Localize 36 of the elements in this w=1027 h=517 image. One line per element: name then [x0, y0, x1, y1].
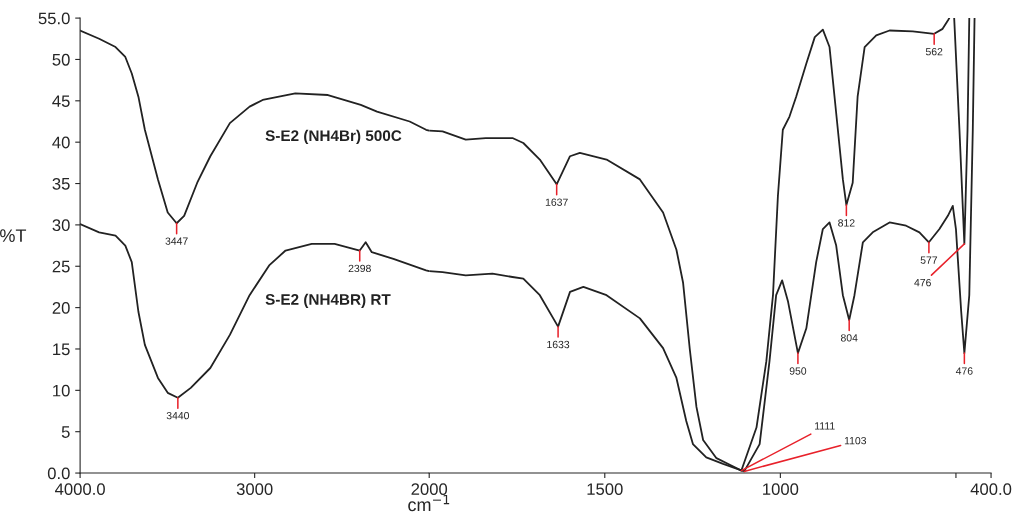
series-label: S-E2 (NH4Br) 500C [265, 129, 402, 145]
annotation: 562 [925, 47, 943, 56]
x-tick-label: 1500 [587, 483, 623, 496]
y-tick-label: 40 [52, 136, 70, 149]
y-tick-label: 10 [53, 384, 70, 397]
annotation: 950 [789, 367, 807, 375]
y-tick-label: 15 [53, 343, 70, 356]
y-tick-label: 5 [61, 426, 70, 438]
annotation: 577 [920, 256, 938, 264]
y-tick-label: 50 [52, 53, 70, 66]
x-tick-label: 2000 [411, 483, 448, 496]
annotation: 476 [955, 367, 973, 375]
x-tick-label: 1000 [763, 483, 799, 496]
annotation: 3447 [165, 237, 188, 245]
x-tick-label: 400.0 [970, 483, 1012, 496]
y-tick-label: 0.0 [47, 467, 70, 480]
y-tick-label: 30 [52, 219, 70, 232]
annotation: 476 [914, 278, 931, 287]
x-tick-label: 3000 [236, 483, 273, 496]
y-tick-label: 25 [52, 260, 70, 273]
annotation: 1637 [545, 198, 568, 206]
y-tick-label: 20 [52, 302, 70, 314]
y-tick-label: 45 [52, 95, 70, 108]
annotation: 1633 [547, 340, 570, 349]
x-tick-label: 4000.0 [55, 483, 105, 496]
annotation: 1111 [815, 422, 835, 430]
annotation: 3440 [166, 411, 190, 420]
annotation: 812 [838, 219, 855, 227]
y-axis-title: %T [0, 229, 27, 242]
x-axis-title: cm$^{−1}$ [408, 494, 450, 512]
annotation: 2398 [348, 264, 371, 273]
series-label: S-E2 (NH4BR) RT [265, 293, 391, 308]
annotation: 804 [840, 334, 858, 342]
y-tick-label: 55.0 [38, 12, 70, 25]
annotation: 1103 [844, 436, 867, 445]
y-tick-label: 35 [52, 177, 70, 190]
